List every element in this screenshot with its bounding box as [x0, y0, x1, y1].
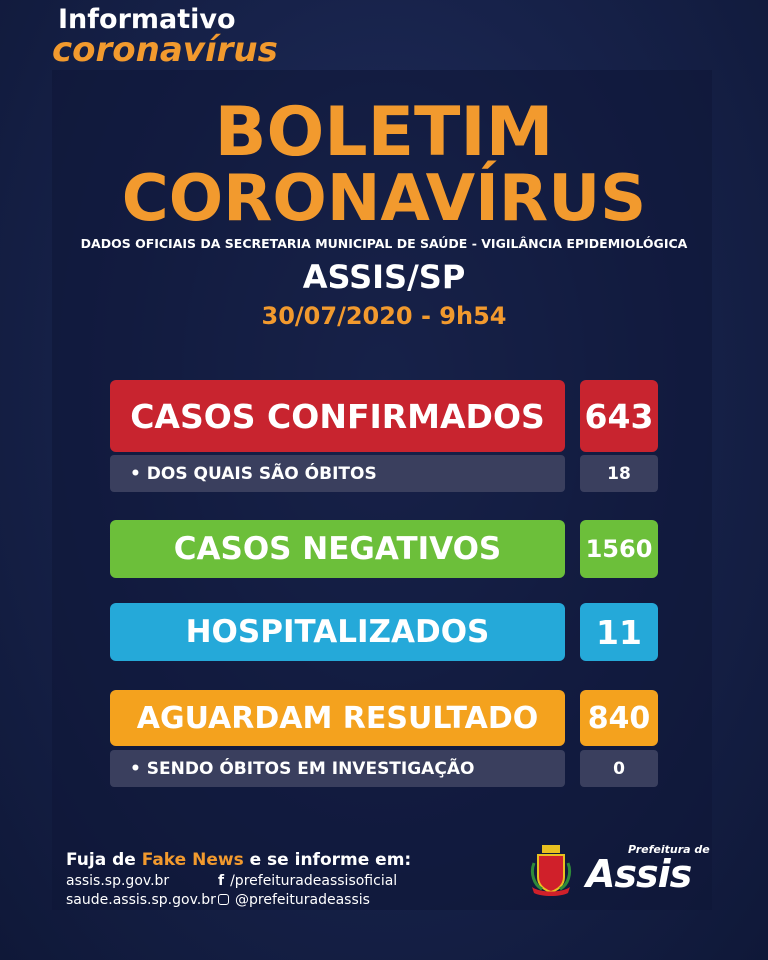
hospitalized-value: 11: [580, 603, 658, 661]
confirmed-value: 643: [580, 380, 658, 452]
instagram-icon: [218, 894, 229, 905]
awaiting-label: AGUARDAM RESULTADO: [110, 690, 565, 746]
instagram-link[interactable]: @prefeituradeassis: [218, 891, 397, 910]
logo-prefeitura: Prefeitura de: [628, 843, 710, 856]
header-informativo: Informativo: [58, 4, 236, 35]
instagram-handle: @prefeituradeassis: [235, 892, 370, 908]
footer-fake-news: Fake News: [141, 850, 244, 870]
title-line2: CORONAVÍRUS: [121, 162, 647, 236]
title-line1: BOLETIM: [214, 93, 554, 172]
site-link-2[interactable]: saude.assis.sp.gov.br: [66, 892, 216, 908]
deaths-value: 18: [580, 455, 658, 492]
subtitle: DADOS OFICIAIS DA SECRETARIA MUNICIPAL D…: [80, 236, 688, 251]
city: ASSIS/SP: [302, 258, 466, 296]
logo-assis: Assis: [586, 852, 692, 896]
investigating-value: 0: [580, 750, 658, 787]
footer-informe: e se informe em:: [249, 850, 412, 870]
negative-value: 1560: [580, 520, 658, 578]
facebook-icon: f: [218, 873, 225, 889]
footer-fuja: Fuja de: [66, 850, 136, 870]
site-link-1[interactable]: assis.sp.gov.br: [66, 873, 170, 889]
deaths-label: • DOS QUAIS SÃO ÓBITOS: [110, 455, 565, 492]
facebook-link[interactable]: f/prefeituradeassisoficial: [218, 872, 397, 891]
footer-headline: Fuja de Fake News e se informe em:: [66, 850, 411, 870]
awaiting-value: 840: [580, 690, 658, 746]
investigating-label: • SENDO ÓBITOS EM INVESTIGAÇÃO: [110, 750, 565, 787]
negative-label: CASOS NEGATIVOS: [110, 520, 565, 578]
hospitalized-label: HOSPITALIZADOS: [110, 603, 565, 661]
datetime: 30/07/2020 - 9h54: [261, 302, 507, 330]
facebook-handle: /prefeituradeassisoficial: [230, 873, 398, 889]
confirmed-label: CASOS CONFIRMADOS: [110, 380, 565, 452]
header-coronavirus: coronavírus: [52, 30, 278, 70]
city-coat-of-arms: [528, 843, 574, 901]
